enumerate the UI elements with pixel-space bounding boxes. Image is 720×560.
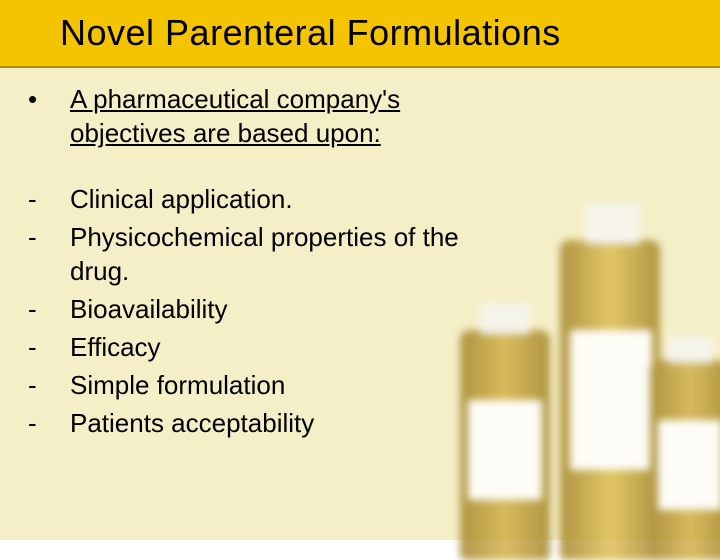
item-text: Efficacy [70, 330, 161, 364]
item-text: Bioavailability [70, 292, 228, 326]
intro-row: • A pharmaceutical company's objectives … [28, 82, 488, 150]
list-item: - Bioavailability [28, 292, 488, 326]
spacer [28, 154, 488, 182]
item-text: Simple formulation [70, 368, 285, 402]
slide-title: Novel Parenteral Formulations [60, 12, 561, 54]
list-item: - Patients acceptability [28, 406, 488, 440]
list-item: - Efficacy [28, 330, 488, 364]
item-text: Patients acceptability [70, 406, 314, 440]
list-item: - Clinical application. [28, 182, 488, 216]
slide: Novel Parenteral Formulations • A pharma… [0, 0, 720, 540]
dash-marker: - [28, 406, 70, 440]
dash-marker: - [28, 220, 70, 288]
list-item: - Simple formulation [28, 368, 488, 402]
intro-text: A pharmaceutical company's objectives ar… [70, 82, 488, 150]
item-text: Clinical application. [70, 182, 293, 216]
dash-marker: - [28, 330, 70, 364]
title-bar: Novel Parenteral Formulations [0, 0, 720, 68]
item-text: Physicochemical properties of the drug. [70, 220, 488, 288]
dash-marker: - [28, 292, 70, 326]
slide-body: • A pharmaceutical company's objectives … [28, 82, 488, 444]
background-bottles-image [450, 140, 720, 560]
dash-marker: - [28, 182, 70, 216]
bullet-marker: • [28, 82, 70, 150]
dash-marker: - [28, 368, 70, 402]
list-item: - Physicochemical properties of the drug… [28, 220, 488, 288]
